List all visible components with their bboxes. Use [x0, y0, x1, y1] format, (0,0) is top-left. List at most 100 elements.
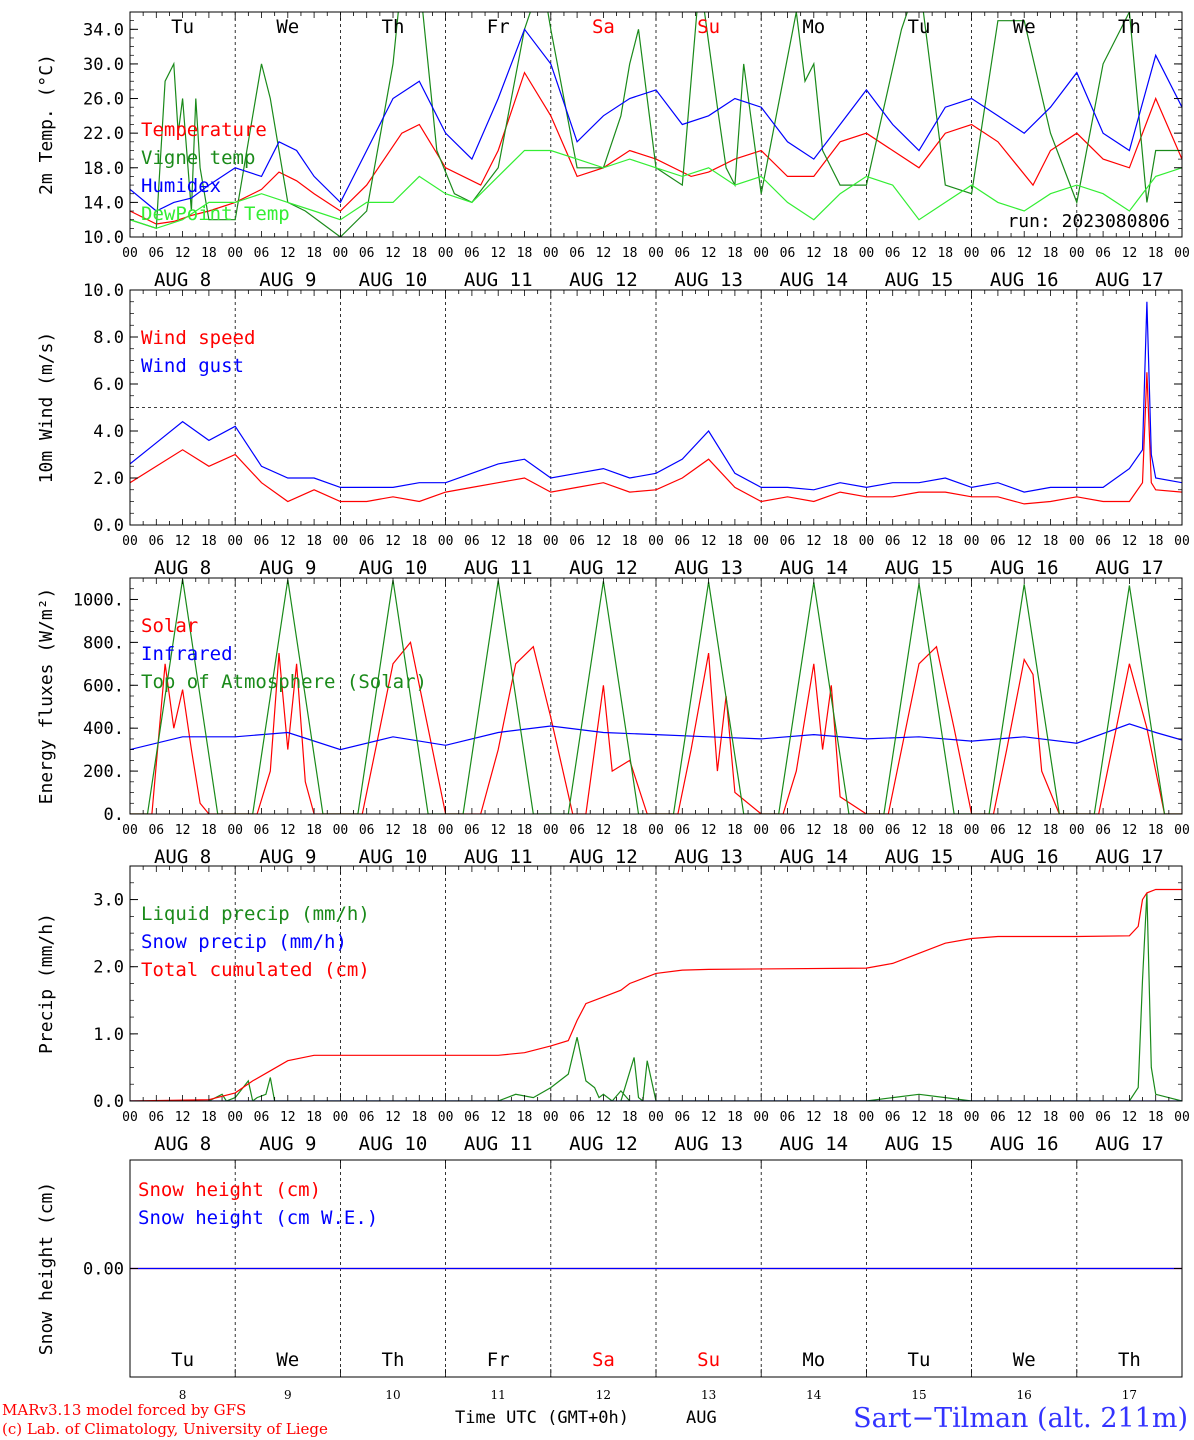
- date-label: AUG 12: [569, 557, 638, 579]
- hour-label: 18: [517, 823, 533, 838]
- legend-entry: Vigne temp: [141, 147, 255, 169]
- weekday-label: We: [276, 1349, 299, 1371]
- hour-label: 18: [517, 534, 533, 549]
- month-label: AUG: [686, 1408, 717, 1428]
- hour-label: 00: [859, 1110, 875, 1125]
- weekday-label: Sa: [592, 16, 615, 38]
- weekday-label: Th: [382, 1349, 405, 1371]
- series-line-top-of-atmosphere-solar-: [130, 579, 1182, 814]
- legend-entry: Wind gust: [141, 355, 244, 377]
- panel-2: 0.0 2.0 4.0 6.0 8.0 10.0 10m Wind (m/s) Wind sp…: [36, 281, 1190, 579]
- hour-label: 06: [359, 1110, 375, 1125]
- hour-label: 18: [517, 246, 533, 261]
- hour-label: 18: [622, 534, 638, 549]
- date-label: AUG 11: [464, 846, 533, 868]
- hour-label: 12: [175, 823, 191, 838]
- y-axis-label: 2m Temp. (°C): [36, 54, 57, 195]
- day-number-label: 16: [1017, 1388, 1032, 1402]
- hour-label: 12: [596, 823, 612, 838]
- hour-label: 06: [990, 823, 1006, 838]
- hour-label: 00: [438, 1110, 454, 1125]
- y-tick-label: 3.0: [93, 891, 124, 911]
- date-label: AUG 15: [885, 846, 954, 868]
- hour-label: 18: [306, 823, 322, 838]
- weekday-label: We: [276, 16, 299, 38]
- hour-label: 12: [596, 534, 612, 549]
- date-label: AUG 13: [674, 557, 743, 579]
- hour-label: 18: [727, 246, 743, 261]
- hour-label: 00: [1069, 823, 1085, 838]
- hour-label: 00: [964, 823, 980, 838]
- hour-label: 12: [806, 246, 822, 261]
- model-credit: MARv3.13 model forced by GFS: [2, 1401, 246, 1419]
- date-label: AUG 9: [259, 557, 316, 579]
- hour-label: 12: [1016, 534, 1032, 549]
- hour-label: 12: [911, 534, 927, 549]
- hour-label: 00: [964, 246, 980, 261]
- legend-entry: Total cumulated (cm): [141, 959, 370, 981]
- hour-label: 12: [701, 823, 717, 838]
- hour-label: 18: [1043, 823, 1059, 838]
- hour-label: 18: [937, 823, 953, 838]
- hour-label: 12: [701, 1110, 717, 1125]
- date-label: AUG 13: [674, 1133, 743, 1155]
- hour-label: 00: [438, 534, 454, 549]
- series-line-solar: [130, 641, 1182, 814]
- hour-label: 06: [464, 534, 480, 549]
- series-line-infrared: [130, 723, 1182, 751]
- hour-label: 18: [306, 1110, 322, 1125]
- y-tick-label: 26.0: [83, 90, 124, 110]
- hour-label: 00: [543, 1110, 559, 1125]
- hour-label: 12: [280, 534, 296, 549]
- day-number-label: 9: [284, 1388, 292, 1402]
- hour-label: 18: [937, 246, 953, 261]
- hour-label: 18: [1043, 1110, 1059, 1125]
- hour-label: 12: [385, 1110, 401, 1125]
- panel-3: 0. 200. 400. 600. 800. 1000. Energy fluxes (W/…: [36, 577, 1190, 868]
- legend-entry: Temperature: [141, 119, 267, 141]
- hour-label: 12: [490, 246, 506, 261]
- weekday-label: Tu: [908, 16, 931, 38]
- legend-entry: Humidex: [141, 175, 221, 197]
- hour-label: 00: [543, 534, 559, 549]
- y-tick-label: 34.0: [83, 20, 124, 40]
- hour-label: 00: [1174, 246, 1190, 261]
- series-line-liquid-precip-mm-h-: [130, 892, 1182, 1101]
- y-tick-label: 0.0: [93, 1092, 124, 1112]
- hour-label: 06: [674, 1110, 690, 1125]
- hour-label: 12: [806, 1110, 822, 1125]
- y-tick-label: 0.: [104, 805, 124, 825]
- hour-label: 00: [1174, 534, 1190, 549]
- series-line-wind-speed: [130, 372, 1182, 505]
- hour-label: 18: [411, 823, 427, 838]
- y-tick-label: 22.0: [83, 124, 124, 144]
- hour-label: 00: [859, 246, 875, 261]
- date-label: AUG 12: [569, 1133, 638, 1155]
- legend-entry: Top of Atmosphere (Solar): [141, 671, 427, 693]
- y-tick-label: 4.0: [93, 422, 124, 442]
- weekday-label: Mo: [802, 16, 825, 38]
- date-label: AUG 9: [259, 846, 316, 868]
- date-label: AUG 14: [779, 557, 848, 579]
- y-tick-label: 0.00: [83, 1260, 124, 1280]
- hour-label: 06: [885, 534, 901, 549]
- legend-entry: Snow height (cm W.E.): [138, 1207, 378, 1229]
- y-tick-label: 30.0: [83, 55, 124, 75]
- hour-label: 06: [464, 246, 480, 261]
- series-line-total-cumulated-cm-: [130, 888, 1182, 1101]
- day-number-label: 10: [385, 1388, 400, 1402]
- hour-label: 00: [753, 1110, 769, 1125]
- hour-label: 06: [464, 1110, 480, 1125]
- hour-label: 18: [201, 534, 217, 549]
- weekday-label: Fr: [487, 1349, 510, 1371]
- hour-label: 06: [254, 1110, 270, 1125]
- hour-label: 12: [806, 823, 822, 838]
- hour-label: 18: [201, 823, 217, 838]
- legend-entry: Infrared: [141, 643, 233, 665]
- date-label: AUG 9: [259, 1133, 316, 1155]
- hour-label: 00: [964, 1110, 980, 1125]
- hour-label: 18: [832, 534, 848, 549]
- hour-label: 00: [1069, 534, 1085, 549]
- hour-label: 00: [227, 534, 243, 549]
